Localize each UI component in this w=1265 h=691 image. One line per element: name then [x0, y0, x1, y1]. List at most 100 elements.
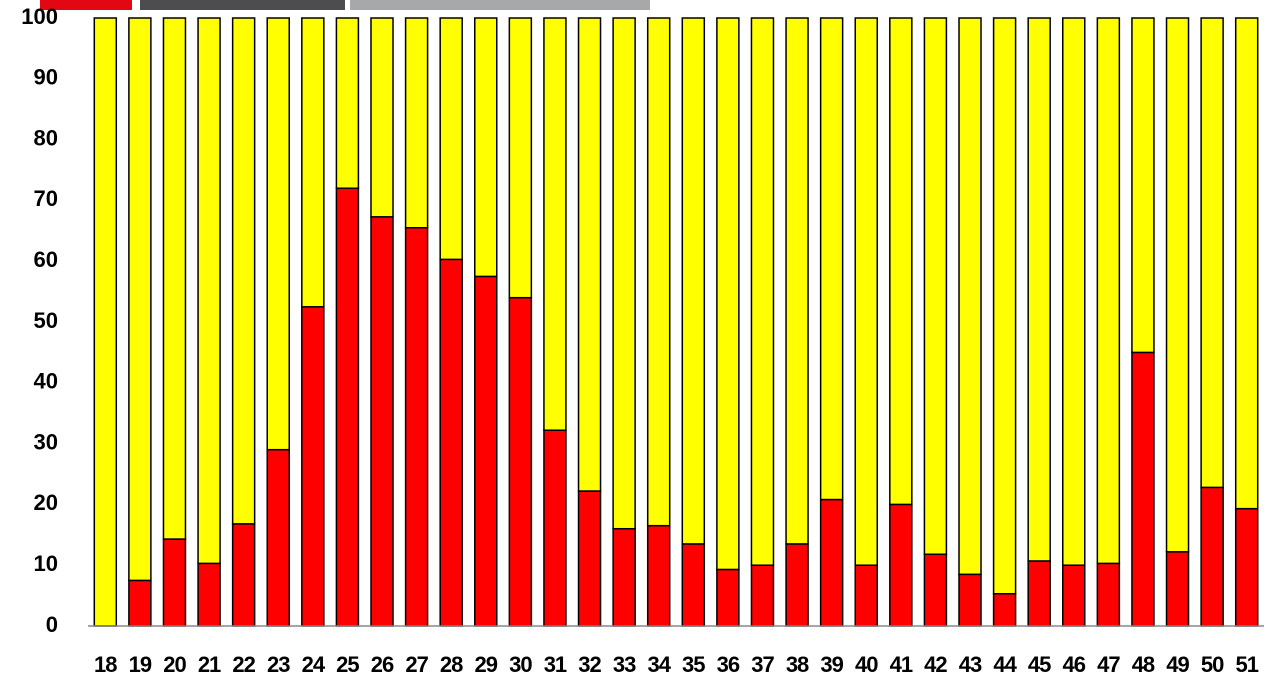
header-tab: [350, 0, 650, 10]
bar-segment: [1096, 17, 1121, 565]
bar-segment: [197, 17, 221, 565]
x-tick-label: 36: [717, 652, 740, 677]
bar-segment: [854, 17, 878, 566]
bar-segment: [1234, 17, 1259, 510]
x-tick-label: 40: [855, 652, 878, 677]
bar-segment: [335, 17, 360, 189]
bar-segment: [889, 17, 913, 506]
bar-segment: [785, 543, 809, 627]
bar-segment: [785, 17, 809, 545]
x-tick-label: 46: [1063, 652, 1086, 677]
x-tick-label: 45: [1028, 652, 1051, 677]
bar-segment: [197, 562, 221, 627]
bar-segment: [1062, 564, 1086, 627]
bar-segment: [543, 17, 567, 431]
bar-segment: [1027, 17, 1051, 562]
x-tick-label: 50: [1201, 652, 1224, 677]
y-tick-label: 90: [34, 65, 58, 90]
bar-segment: [1234, 507, 1259, 627]
bar-segment: [1200, 486, 1224, 627]
bar-segment: [370, 216, 394, 627]
bar-segment: [439, 258, 463, 627]
bar-segment: [543, 429, 567, 627]
bar-segment: [335, 187, 360, 627]
x-tick-label: 30: [509, 652, 532, 677]
x-tick-label: 20: [163, 652, 186, 677]
bar-segment: [474, 17, 498, 278]
bar-segment: [508, 17, 533, 299]
bar-segment: [992, 17, 1017, 595]
x-tick-label: 41: [890, 652, 913, 677]
bar-segment: [266, 448, 290, 627]
y-tick-label: 10: [34, 551, 58, 576]
bar-segment: [819, 498, 844, 627]
x-tick-label: 28: [440, 652, 463, 677]
y-tick-label: 70: [34, 186, 58, 211]
x-tick-label: 19: [129, 652, 152, 677]
x-tick-label: 42: [924, 652, 947, 677]
y-tick-label: 30: [34, 429, 58, 454]
x-tick-label: 51: [1235, 652, 1258, 677]
bar-segment: [1131, 17, 1155, 354]
bar-segment: [370, 17, 394, 218]
x-tick-label: 26: [371, 652, 394, 677]
x-tick-label: 25: [336, 652, 359, 677]
bar-segment: [93, 17, 118, 627]
bar-segment: [577, 17, 602, 492]
bar-segment: [646, 17, 671, 527]
bar-segment: [577, 490, 602, 627]
header-tab: [40, 0, 132, 10]
x-tick-label: 18: [94, 652, 117, 677]
bar-segment: [681, 17, 706, 545]
x-tick-label: 31: [544, 652, 567, 677]
bar-segment: [474, 275, 498, 627]
bar-segment: [681, 543, 706, 627]
bar-segment: [1200, 17, 1224, 489]
x-tick-label: 37: [751, 652, 774, 677]
x-tick-label: 48: [1132, 652, 1155, 677]
x-tick-label: 47: [1097, 652, 1120, 677]
x-tick-label: 49: [1166, 652, 1189, 677]
y-tick-label: 80: [34, 125, 58, 150]
bar-segment: [162, 17, 187, 540]
bar-segment: [404, 227, 429, 627]
bar-segment: [1165, 17, 1190, 553]
x-tick-label: 29: [475, 652, 498, 677]
x-tick-label: 22: [232, 652, 255, 677]
bar-segment: [1062, 17, 1086, 566]
bar-segment: [750, 17, 775, 566]
x-tick-label: 27: [405, 652, 428, 677]
bar-segment: [1096, 562, 1121, 627]
x-tick-label: 44: [993, 652, 1017, 677]
bar-segment: [958, 17, 982, 576]
bar-segment: [231, 523, 256, 627]
y-tick-label: 0: [46, 612, 58, 637]
bar-segment: [923, 17, 948, 556]
bar-segment: [819, 17, 844, 501]
bar-segment: [1165, 551, 1190, 627]
bar-segment: [750, 564, 775, 627]
x-tick-label: 21: [198, 652, 221, 677]
bar-segment: [992, 593, 1017, 627]
bar-segment: [612, 17, 636, 530]
bar-segment: [958, 573, 982, 627]
bar-segment: [508, 296, 533, 627]
bar-segment: [266, 17, 290, 451]
bar-segment: [301, 306, 325, 627]
bar-segment: [889, 503, 913, 627]
header-tab: [140, 0, 345, 10]
y-tick-label: 50: [34, 308, 58, 333]
bar-segment: [162, 538, 187, 627]
x-tick-label: 33: [613, 652, 636, 677]
bar-segment: [231, 17, 256, 525]
bar-segment: [716, 568, 740, 627]
y-tick-label: 100: [21, 4, 58, 29]
bar-segment: [439, 17, 463, 261]
bar-segment: [854, 564, 878, 627]
bar-segment: [301, 17, 325, 308]
y-tick-label: 60: [34, 247, 58, 272]
x-tick-label: 24: [302, 652, 326, 677]
bar-segment: [128, 579, 152, 627]
x-tick-label: 35: [682, 652, 705, 677]
